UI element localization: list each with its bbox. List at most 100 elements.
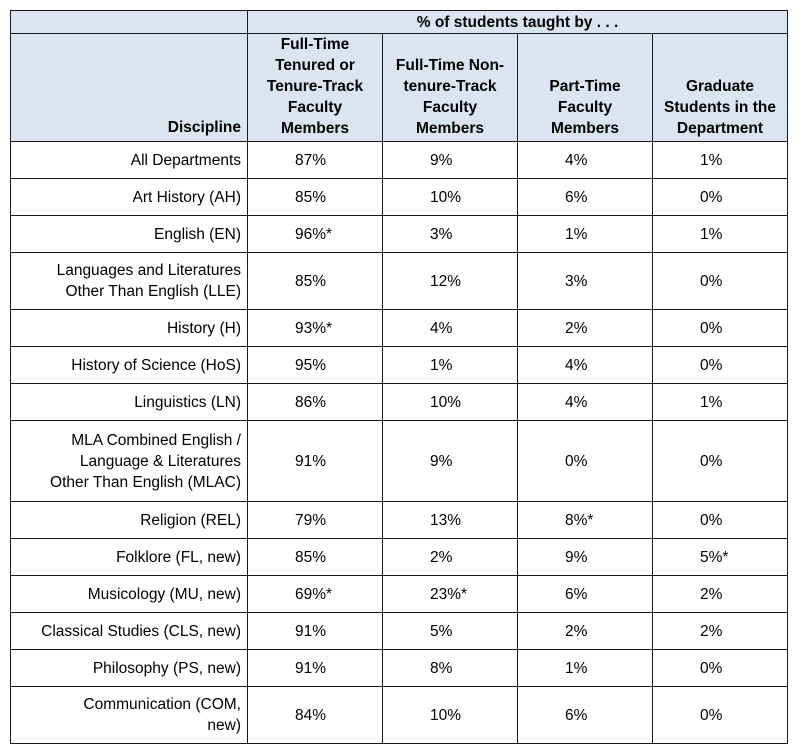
value-cell: 5% xyxy=(382,612,518,650)
value-cell: 2% xyxy=(652,612,788,650)
value-label: 3% xyxy=(430,225,453,243)
value-cell: 91% xyxy=(247,612,383,650)
value-label: 13% xyxy=(430,511,462,529)
value-label: 85% xyxy=(295,548,327,566)
value-label: 85% xyxy=(295,188,327,206)
value-cell: 1% xyxy=(382,346,518,384)
value-label: 1% xyxy=(700,151,723,169)
table-row: Philosophy (PS, new) 91% 8% 1% 0% xyxy=(10,649,788,687)
value-cell: 5%* xyxy=(652,538,788,576)
value-label: 1% xyxy=(700,225,723,243)
column-header-full-time-tenured: Full-Time Tenured or Tenure-Track Facult… xyxy=(247,33,383,142)
value-label: 2% xyxy=(565,319,588,337)
value-label: 10% xyxy=(430,188,462,206)
value-label: 0% xyxy=(700,511,723,529)
discipline-cell: History (H) xyxy=(10,309,248,347)
column-header-label: Part-Time Faculty Members xyxy=(549,78,621,137)
value-label: 6% xyxy=(565,585,588,603)
value-cell: 85% xyxy=(247,178,383,216)
table-row: Musicology (MU, new) 69%* 23%* 6% 2% xyxy=(10,575,788,613)
column-header-graduate-students: Graduate Students in the Department xyxy=(652,33,788,142)
value-label: 10% xyxy=(430,393,462,411)
value-cell: 1% xyxy=(652,141,788,179)
value-label: 96%* xyxy=(295,225,333,243)
value-cell: 6% xyxy=(517,575,653,613)
value-cell: 10% xyxy=(382,686,518,744)
value-label: 91% xyxy=(295,452,327,470)
value-label: 0% xyxy=(700,706,723,724)
value-cell: 6% xyxy=(517,686,653,744)
value-cell: 10% xyxy=(382,383,518,421)
discipline-cell: MLA Combined English / Language & Litera… xyxy=(10,420,248,502)
table-row: History of Science (HoS) 95% 1% 4% 0% xyxy=(10,346,788,384)
value-label: 93%* xyxy=(295,319,333,337)
value-cell: 86% xyxy=(247,383,383,421)
header-blank-cell xyxy=(10,10,248,34)
discipline-cell: Art History (AH) xyxy=(10,178,248,216)
value-cell: 1% xyxy=(652,215,788,253)
value-label: 9% xyxy=(565,548,588,566)
column-header-label: Full-Time Tenured or Tenure-Track Facult… xyxy=(266,36,364,137)
value-cell: 9% xyxy=(517,538,653,576)
value-cell: 6% xyxy=(517,178,653,216)
value-cell: 0% xyxy=(652,501,788,539)
value-label: 0% xyxy=(700,188,723,206)
value-cell: 9% xyxy=(382,141,518,179)
value-label: 0% xyxy=(700,319,723,337)
value-label: 1% xyxy=(565,225,588,243)
discipline-cell: Linguistics (LN) xyxy=(10,383,248,421)
value-cell: 0% xyxy=(652,420,788,502)
value-cell: 23%* xyxy=(382,575,518,613)
value-cell: 0% xyxy=(652,309,788,347)
table-row: History (H) 93%* 4% 2% 0% xyxy=(10,309,788,347)
value-label: 8%* xyxy=(565,511,594,529)
value-label: 69%* xyxy=(295,585,333,603)
value-cell: 3% xyxy=(382,215,518,253)
value-label: 6% xyxy=(565,188,588,206)
value-cell: 2% xyxy=(382,538,518,576)
value-label: 85% xyxy=(295,272,327,290)
value-cell: 87% xyxy=(247,141,383,179)
value-label: 9% xyxy=(430,151,453,169)
value-cell: 13% xyxy=(382,501,518,539)
column-header-label: Full-Time Non- tenure-Track Faculty Memb… xyxy=(395,57,505,137)
table-body: All Departments 87% 9% 4% 1% Art History (AH)… xyxy=(10,141,788,744)
value-label: 9% xyxy=(430,452,453,470)
table-row: Folklore (FL, new) 85% 2% 9% 5%* xyxy=(10,538,788,576)
table-row: Communication (COM, new) 84% 10% 6% 0% xyxy=(10,686,788,744)
value-label: 86% xyxy=(295,393,327,411)
value-label: 12% xyxy=(430,272,462,290)
discipline-header: Discipline xyxy=(10,33,248,142)
value-label: 91% xyxy=(295,659,327,677)
value-label: 5% xyxy=(430,622,453,640)
value-cell: 2% xyxy=(652,575,788,613)
value-cell: 9% xyxy=(382,420,518,502)
value-cell: 4% xyxy=(382,309,518,347)
value-cell: 93%* xyxy=(247,309,383,347)
value-cell: 4% xyxy=(517,346,653,384)
value-label: 0% xyxy=(700,272,723,290)
value-cell: 2% xyxy=(517,612,653,650)
table-row: MLA Combined English / Language & Litera… xyxy=(10,420,788,502)
table-row: Art History (AH) 85% 10% 6% 0% xyxy=(10,178,788,216)
value-cell: 8% xyxy=(382,649,518,687)
value-cell: 1% xyxy=(517,649,653,687)
value-label: 0% xyxy=(565,452,588,470)
value-label: 91% xyxy=(295,622,327,640)
table-row: Languages and Literatures Other Than Eng… xyxy=(10,252,788,310)
discipline-cell: History of Science (HoS) xyxy=(10,346,248,384)
discipline-cell: Musicology (MU, new) xyxy=(10,575,248,613)
value-label: 0% xyxy=(700,356,723,374)
data-table: % of students taught by . . . Discipline… xyxy=(10,10,788,744)
value-cell: 4% xyxy=(517,383,653,421)
value-cell: 0% xyxy=(652,178,788,216)
table-row: English (EN) 96%* 3% 1% 1% xyxy=(10,215,788,253)
value-cell: 12% xyxy=(382,252,518,310)
value-cell: 0% xyxy=(652,346,788,384)
value-label: 79% xyxy=(295,511,327,529)
value-label: 3% xyxy=(565,272,588,290)
discipline-cell: Folklore (FL, new) xyxy=(10,538,248,576)
value-label: 2% xyxy=(565,622,588,640)
value-cell: 95% xyxy=(247,346,383,384)
value-label: 2% xyxy=(430,548,453,566)
